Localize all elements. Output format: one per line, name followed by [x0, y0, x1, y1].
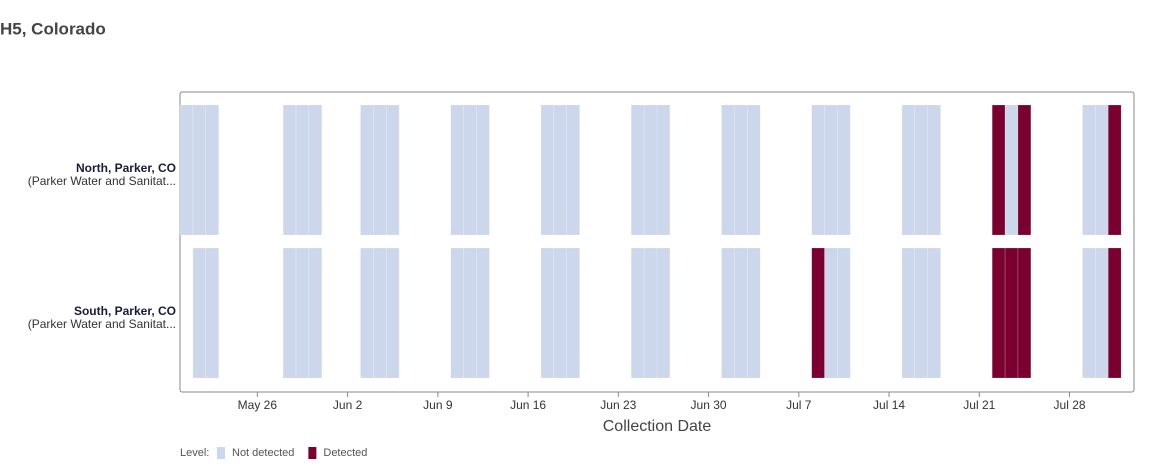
x-tick-label: Jun 16 — [510, 398, 546, 412]
cell — [553, 104, 568, 236]
row-sublabel: (Parker Water and Sanitat... — [28, 317, 176, 331]
cell — [179, 104, 194, 236]
cell — [282, 104, 297, 236]
cell — [205, 247, 219, 379]
cell — [295, 247, 310, 379]
legend-title: Level: — [180, 447, 209, 459]
cell — [1017, 104, 1032, 236]
cell — [811, 104, 825, 236]
cell — [656, 104, 671, 236]
x-axis-title: Collection Date — [603, 418, 712, 435]
cell — [295, 104, 310, 236]
cell — [1095, 104, 1109, 236]
cell — [1095, 247, 1109, 379]
cell — [450, 104, 464, 236]
cell — [1082, 104, 1096, 236]
row-label: North, Parker, CO — [76, 161, 176, 175]
cell — [476, 247, 490, 379]
cell — [721, 104, 735, 236]
cell — [1017, 247, 1032, 379]
legend-swatch — [308, 447, 317, 459]
x-tick-label: Jul 7 — [786, 398, 812, 412]
x-tick-label: Jul 28 — [1054, 398, 1086, 412]
legend-label: Detected — [323, 447, 367, 459]
cell — [734, 104, 748, 236]
x-tick-label: Jun 2 — [333, 398, 363, 412]
cell — [540, 104, 555, 236]
cell — [901, 104, 916, 236]
cell — [1107, 104, 1122, 236]
cell — [811, 247, 825, 379]
cell — [721, 247, 735, 379]
cell — [656, 247, 671, 379]
cell — [566, 247, 580, 379]
cell — [914, 247, 928, 379]
x-tick-label: Jun 9 — [423, 398, 453, 412]
cell — [553, 247, 568, 379]
cell — [373, 104, 387, 236]
cell — [192, 104, 207, 236]
x-tick-label: Jun 30 — [691, 398, 727, 412]
cell — [746, 247, 761, 379]
row-sublabel: (Parker Water and Sanitat... — [28, 174, 176, 188]
cell — [914, 104, 928, 236]
cell — [630, 247, 645, 379]
cell — [1107, 247, 1122, 379]
cell — [540, 247, 555, 379]
cell — [373, 247, 387, 379]
legend-label: Not detected — [232, 447, 294, 459]
cell — [837, 104, 851, 236]
cell — [643, 247, 658, 379]
chart-title: H5, Colorado — [0, 19, 106, 38]
cell — [746, 104, 761, 236]
cell — [360, 104, 374, 236]
cell — [927, 247, 941, 379]
cell — [630, 104, 645, 236]
cell — [1004, 247, 1019, 379]
x-tick-label: Jun 23 — [600, 398, 636, 412]
cell — [308, 247, 323, 379]
plot-frame — [179, 91, 1135, 393]
cell — [463, 247, 477, 379]
cell — [643, 104, 658, 236]
cell — [1004, 104, 1019, 236]
cell — [205, 104, 219, 236]
x-tick-label: Jul 14 — [873, 398, 905, 412]
cell — [308, 104, 323, 236]
cell — [476, 104, 490, 236]
cell — [463, 104, 477, 236]
cell — [824, 104, 838, 236]
x-tick-label: May 26 — [238, 398, 278, 412]
cell — [566, 104, 580, 236]
cell — [282, 247, 297, 379]
row-label: South, Parker, CO — [74, 304, 176, 318]
cell — [901, 247, 916, 379]
cell — [1082, 247, 1096, 379]
x-tick-label: Jul 21 — [963, 398, 995, 412]
cell — [192, 247, 207, 379]
cell — [991, 104, 1006, 236]
cell — [386, 247, 400, 379]
cell — [991, 247, 1006, 379]
cell — [450, 247, 464, 379]
cell — [927, 104, 941, 236]
cell — [734, 247, 748, 379]
cell — [824, 247, 838, 379]
cell — [360, 247, 374, 379]
legend-swatch — [217, 447, 225, 459]
cell — [837, 247, 851, 379]
cell — [386, 104, 400, 236]
